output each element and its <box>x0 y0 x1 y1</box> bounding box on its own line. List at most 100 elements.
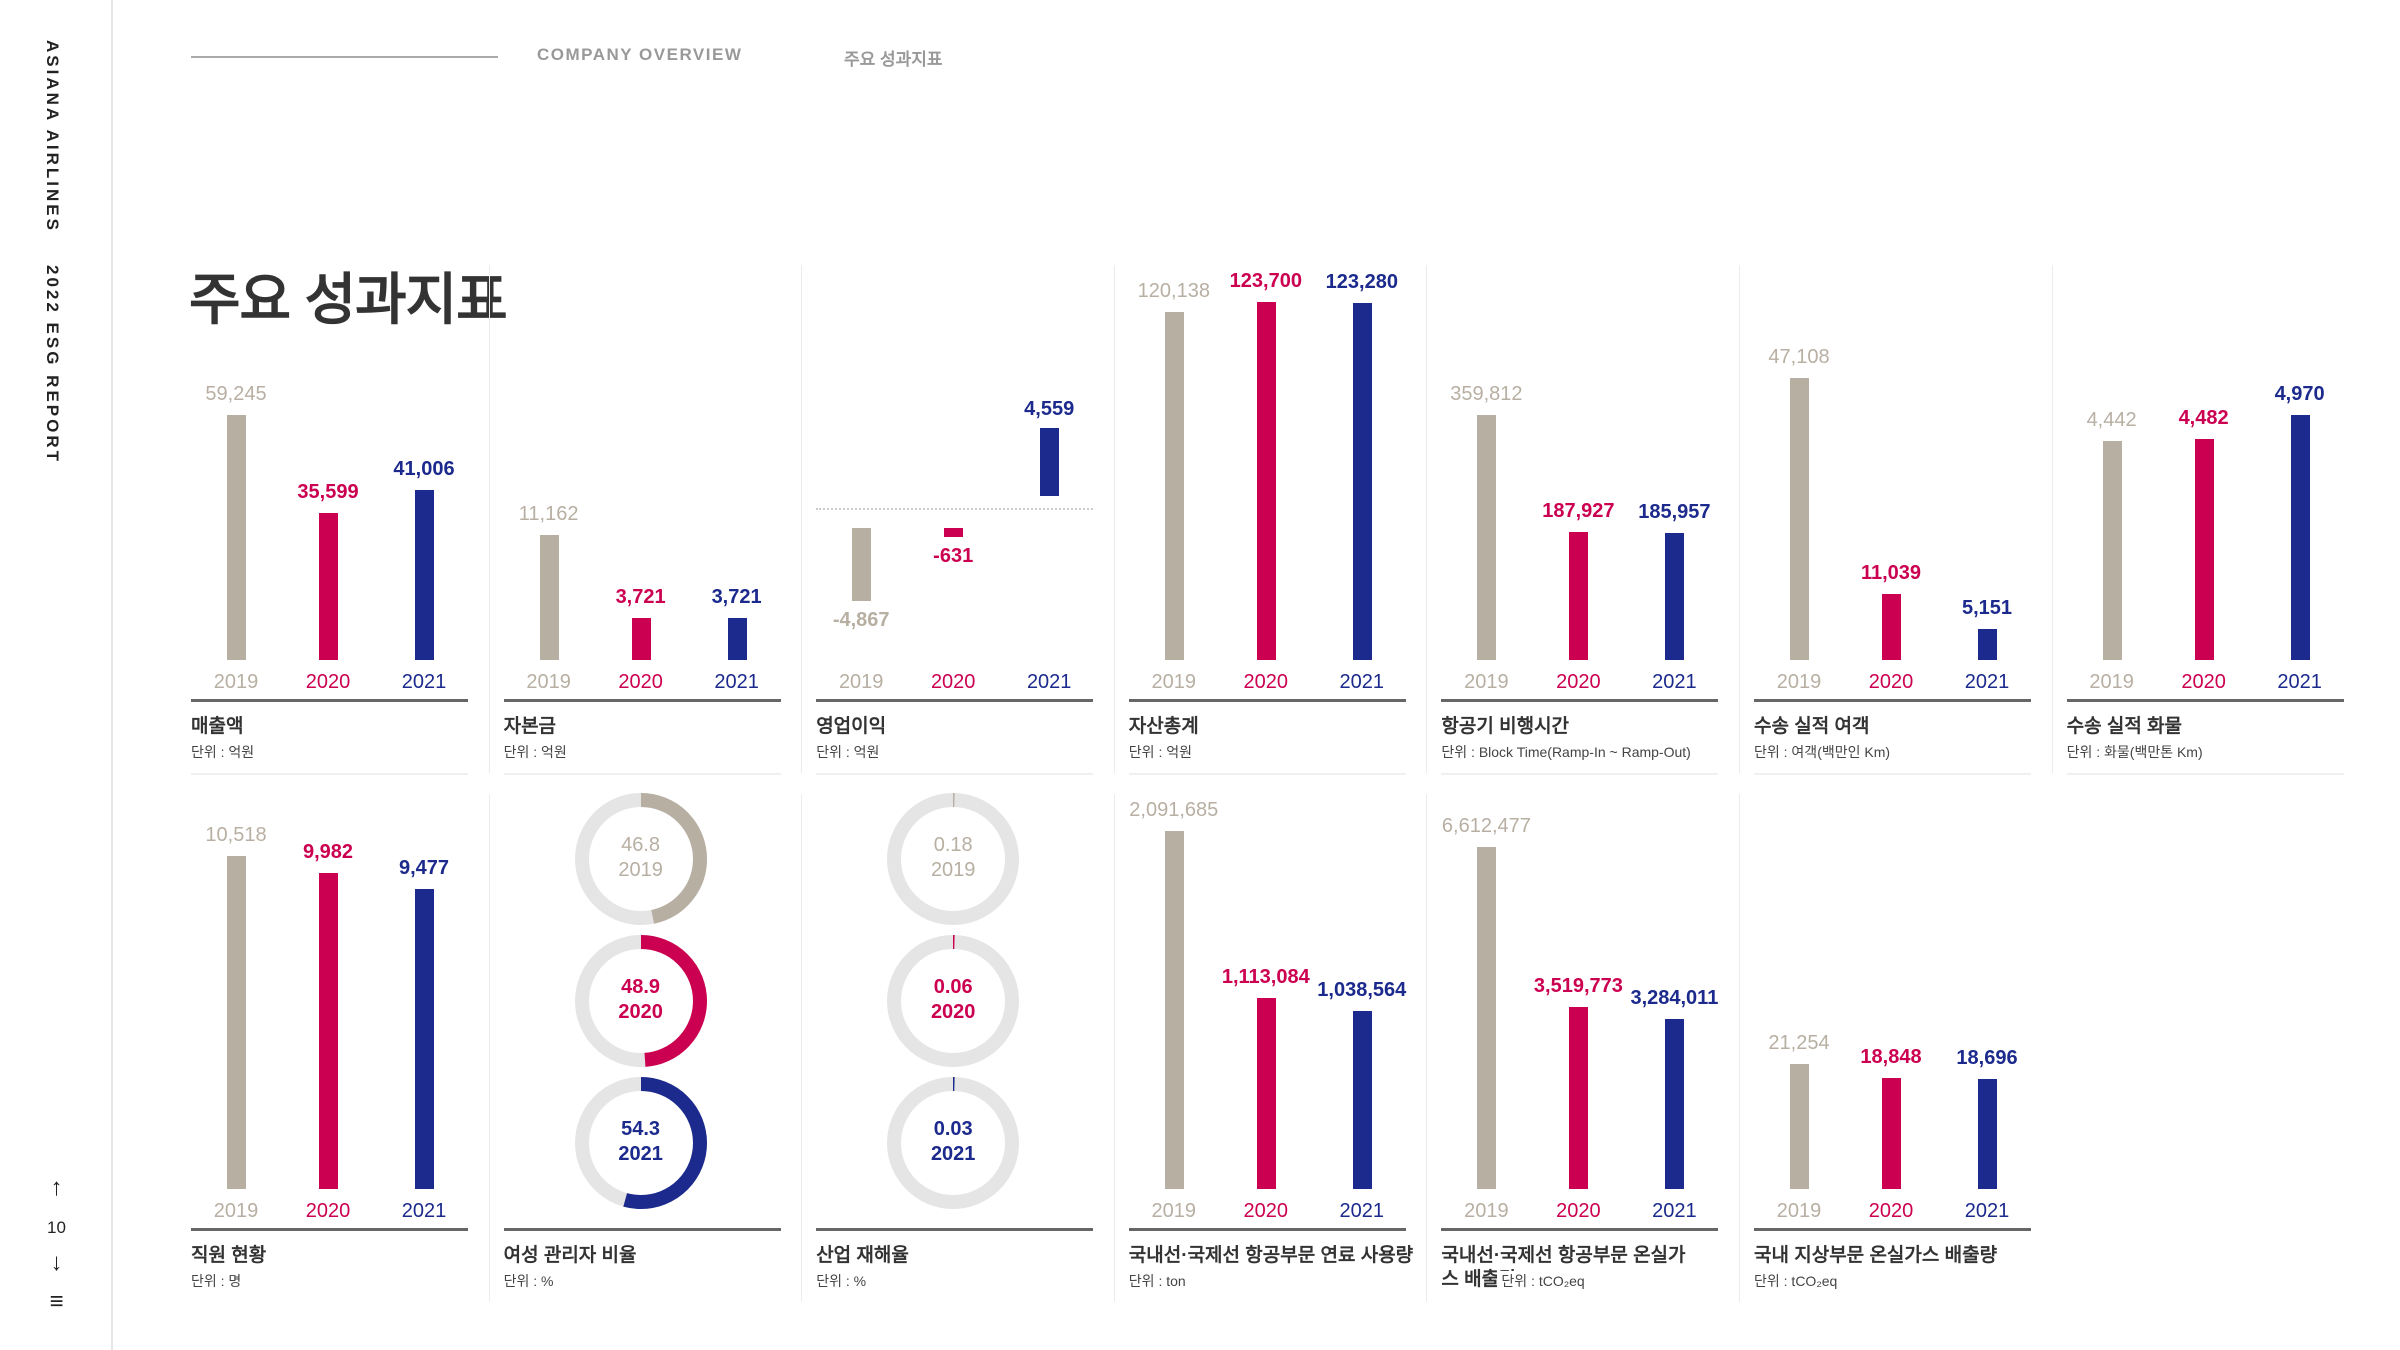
brand-label: ASIANA AIRLINES <box>43 40 62 233</box>
year-label-2021: 2021 <box>1652 671 1697 693</box>
bar-2019 <box>1790 1064 1809 1189</box>
chart-unit: 단위 : 억원 <box>503 744 567 760</box>
donut-value: 0.18 <box>933 834 973 856</box>
chart-unit: 단위 : Block Time(Ramp-In ~ Ramp-Out) <box>1441 744 1691 760</box>
hamburger-menu-icon[interactable]: ≡ <box>49 1288 64 1315</box>
chart-unit: 단위 : 여객(백만인 Km) <box>1754 744 1891 760</box>
arrow-up-icon[interactable]: ↑ <box>50 1174 63 1201</box>
chart-panel-female-managers: 46.8 2019 48.9 2020 54.3 2021 여성 관리자 비율 단위 : % <box>488 793 781 1302</box>
axis-line <box>1441 699 1719 702</box>
bar-2020 <box>1256 302 1276 660</box>
value-label-2020: -631 <box>933 545 974 568</box>
bar-2019 <box>1164 312 1184 660</box>
donut-arc-2020 <box>574 935 707 1067</box>
bar-2020 <box>1569 1006 1589 1189</box>
year-label-2021: 2021 <box>714 671 759 693</box>
chart-title: 여성 관리자 비율 <box>503 1245 637 1266</box>
chart-unit: 단위 : 화물(백만톤 Km) <box>2066 744 2203 760</box>
donut-arc-2020 <box>887 935 1020 1067</box>
bar-2019 <box>852 528 872 601</box>
year-label-2019: 2019 <box>213 1200 259 1222</box>
bar-2020 <box>944 528 964 538</box>
value-label-2021: 185,957 <box>1638 501 1711 524</box>
panel-divider <box>1754 773 2031 775</box>
bar-2019 <box>1790 378 1809 660</box>
value-label-2021: 9,477 <box>398 856 450 879</box>
bar-2020 <box>1256 998 1276 1189</box>
value-label-2020: 9,982 <box>302 840 354 863</box>
chart-panel-flight-hours: 359,812 2019 187,927 2020 185,957 2021 항공기 비행시… <box>1426 265 1719 775</box>
value-label-2020: 1,113,084 <box>1221 966 1310 989</box>
chart-panel-cargo-transport: 4,442 2019 4,482 2020 4,970 2021 수송 실적 화물 단위 : … <box>2051 265 2344 775</box>
donut-label-2020: 48.9 2020 <box>575 975 707 1025</box>
value-label-2019: 4,442 <box>2086 409 2137 432</box>
sidebar: ASIANA AIRLINES 2022 ESG REPORT ↑ 10 ↓ ≡ <box>0 0 113 1350</box>
panel-divider <box>191 773 468 775</box>
value-label-2020: 3,721 <box>615 586 666 609</box>
value-label-2020: 187,927 <box>1542 500 1615 523</box>
bar-2019 <box>1477 847 1497 1189</box>
value-label-2020: 11,039 <box>1860 561 1922 584</box>
value-label-2021: 4,970 <box>2274 383 2325 405</box>
year-label-2021: 2021 <box>401 1200 447 1222</box>
axis-line <box>191 699 468 702</box>
year-label-2019: 2019 <box>1776 1200 1822 1222</box>
value-label-2019: 59,245 <box>205 383 267 405</box>
donut-label-2019: 0.18 2019 <box>887 833 1019 883</box>
axis-line <box>1754 1228 2031 1231</box>
value-label-2020: 18,848 <box>1860 1046 1922 1069</box>
bar-2021 <box>1352 303 1372 660</box>
value-label-2021: 4,559 <box>1024 398 1075 420</box>
donut-year: 2021 <box>930 1143 976 1165</box>
bar-2019 <box>2102 441 2122 660</box>
value-label-2019: 6,612,477 <box>1441 815 1531 837</box>
year-label-2021: 2021 <box>1026 671 1072 693</box>
panel-divider <box>816 773 1094 775</box>
value-label-2021: 41,006 <box>393 458 455 481</box>
donut-value: 54.3 <box>621 1118 661 1140</box>
panel-divider <box>1128 773 1406 775</box>
donut-arc-2021 <box>887 1077 1020 1209</box>
value-label-2021: 123,280 <box>1325 271 1398 294</box>
donut-2021 <box>574 1077 707 1209</box>
chart-title: 국내 지상부문 온실가스 배출량 <box>1754 1245 1998 1266</box>
year-label-2021: 2021 <box>1652 1200 1697 1222</box>
bar-2020 <box>631 618 651 660</box>
donut-year: 2021 <box>618 1143 663 1165</box>
year-label-2020: 2020 <box>305 671 351 693</box>
year-label-2019: 2019 <box>1464 671 1509 693</box>
donut-2019 <box>574 793 707 925</box>
year-label-2019: 2019 <box>526 671 571 693</box>
chart-panel-aviation-ghg: 6,612,477 2019 3,519,773 2020 3,284,011 2021 국… <box>1426 794 1719 1302</box>
year-label-2021: 2021 <box>401 671 447 693</box>
chart-unit: 단위 : 억원 <box>1128 744 1192 760</box>
bar-2019 <box>227 856 246 1189</box>
chart-title: 영업이익 <box>816 716 887 737</box>
breadcrumb-subsection[interactable]: 주요 성과지표 <box>844 50 943 69</box>
chart-unit: 단위 : ton <box>1128 1273 1186 1289</box>
chart-panel-operating-profit: -4,867 2019 -631 2020 4,559 2021 영업이익 단위 : 억원 <box>801 265 1094 775</box>
axis-line <box>1128 699 1406 702</box>
year-label-2020: 2020 <box>1868 1200 1914 1222</box>
bar-2021 <box>1352 1011 1372 1189</box>
year-label-2019: 2019 <box>1776 671 1822 693</box>
chart-title: 매출액 <box>191 716 244 737</box>
panel-divider <box>2066 773 2344 775</box>
header-divider <box>191 56 498 58</box>
bar-2019 <box>1477 415 1497 660</box>
breadcrumb-section[interactable]: COMPANY OVERVIEW <box>537 45 743 64</box>
donut-2019 <box>887 793 1020 925</box>
year-label-2019: 2019 <box>838 671 884 693</box>
year-label-2020: 2020 <box>930 671 976 693</box>
value-label-2019: 120,138 <box>1137 280 1210 303</box>
chart-panel-ground-ghg: 21,254 2019 18,848 2020 18,696 2021 국내 지상부문 온실… <box>1739 794 2031 1302</box>
arrow-down-icon[interactable]: ↓ <box>50 1249 63 1276</box>
year-label-2019: 2019 <box>1464 1200 1509 1222</box>
donut-label-2019: 46.8 2019 <box>575 833 707 883</box>
bar-2020 <box>319 512 338 660</box>
donut-year: 2019 <box>618 859 663 881</box>
value-label-2019: 11,162 <box>518 503 579 525</box>
donut-arc-2019 <box>574 793 707 925</box>
year-label-2019: 2019 <box>1151 1200 1197 1222</box>
year-label-2021: 2021 <box>1964 671 2010 693</box>
